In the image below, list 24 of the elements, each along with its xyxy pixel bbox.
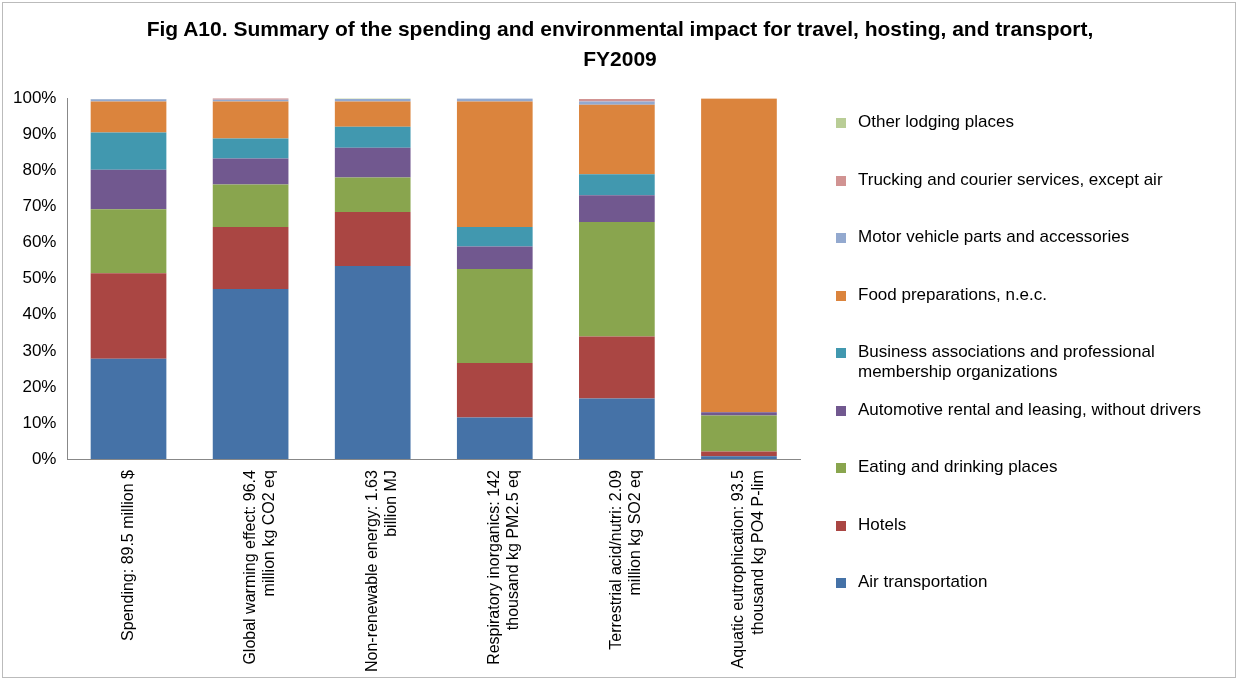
legend-label: Business associations and professional membership organizations	[858, 342, 1156, 382]
legend-label: Trucking and courier services, except air	[858, 169, 1163, 190]
y-tick-label: 90%	[22, 123, 57, 143]
legend-label: Eating and drinking places	[858, 457, 1058, 477]
y-tick-label: 80%	[22, 160, 57, 180]
legend-label: Other lodging places	[858, 112, 1014, 132]
legend-label: Hotels	[858, 514, 907, 535]
y-tick-label: 20%	[22, 376, 57, 396]
x-tick-label: Spending: 89.5 million $	[118, 469, 136, 641]
y-tick-label: 30%	[22, 340, 57, 360]
legend-label: Motor vehicle parts and accessories	[858, 227, 1130, 247]
legend-label: Automotive rental and leasing, without drivers	[858, 399, 1202, 420]
y-tick-label: 100%	[13, 87, 57, 107]
x-tick-label: Global warming effect: 96.4 million kg CO2 eq	[241, 470, 278, 665]
y-tick-label: 60%	[22, 232, 57, 252]
y-tick-label: 0%	[31, 448, 57, 468]
chart-title: Fig A10. Summary of the spending and environmental impact for travel, hosting, and transport, FY2009	[145, 16, 1095, 72]
y-tick-label: 50%	[22, 268, 57, 288]
x-tick-label: Non-renewable energy: 1.63 billion MJ	[363, 469, 400, 672]
legend-label: Air transportation	[858, 572, 988, 592]
y-tick-label: 10%	[22, 412, 57, 432]
y-tick-label: 40%	[22, 304, 57, 324]
legend-label: Food preparations, n.e.c.	[858, 284, 1048, 305]
y-tick-label: 70%	[22, 196, 57, 216]
